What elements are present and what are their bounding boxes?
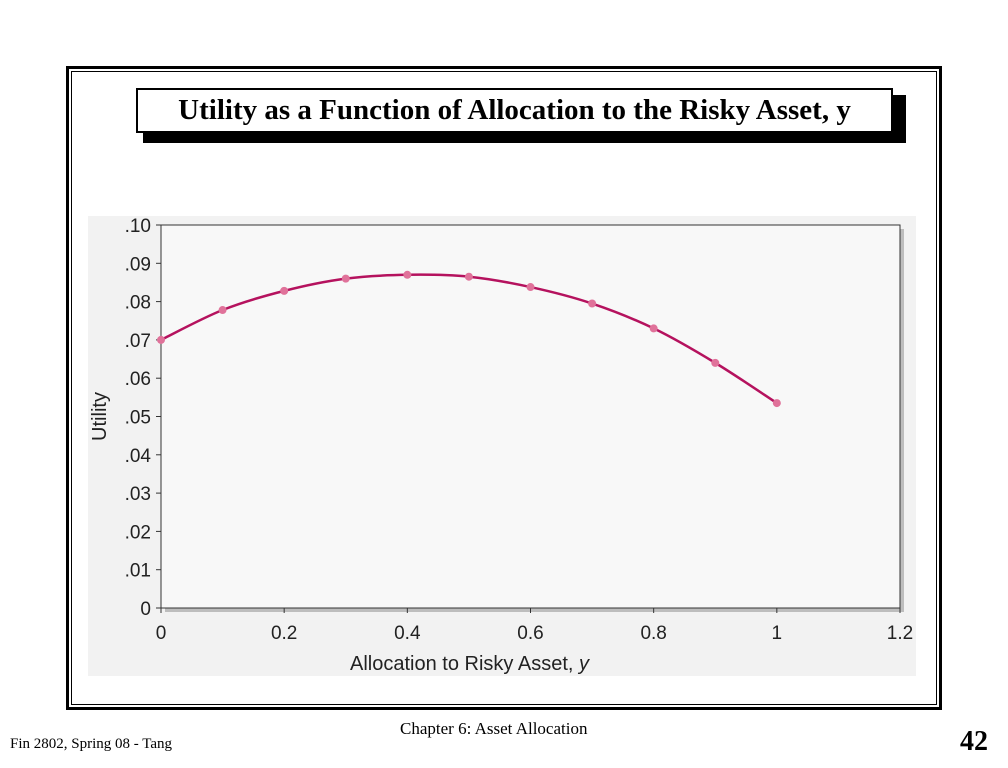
page-number: 42	[960, 726, 988, 757]
y-tick-label: .02	[125, 522, 151, 543]
data-point	[649, 324, 658, 333]
footer-course: Fin 2802, Spring 08 - Tang	[10, 736, 173, 752]
y-axis-label: Utility	[89, 392, 111, 441]
y-tick-label: .10	[125, 216, 151, 237]
y-tick-label: .08	[125, 293, 151, 314]
y-tick-label: .01	[125, 561, 151, 582]
y-tick-label: .09	[125, 254, 151, 275]
x-axis-label: Allocation to Risky Asset, y	[350, 653, 590, 675]
data-point	[526, 283, 535, 292]
x-tick-label: 1.2	[887, 623, 913, 644]
data-point	[464, 272, 473, 281]
data-point	[341, 274, 350, 283]
x-tick-label: 0.2	[271, 623, 297, 644]
data-point	[588, 299, 597, 308]
y-tick-label: 0	[140, 599, 151, 620]
data-point	[403, 270, 412, 279]
y-tick-label: .04	[125, 446, 152, 467]
data-point	[711, 358, 720, 367]
x-tick-label: 0	[156, 623, 167, 644]
y-tick-label: .06	[125, 369, 151, 390]
slide-title: Utility as a Function of Allocation to t…	[136, 88, 893, 133]
y-tick-label: .05	[125, 408, 151, 429]
plot-area	[160, 224, 901, 609]
data-point	[157, 335, 165, 344]
x-tick-label: 1	[772, 623, 783, 644]
data-point	[772, 399, 781, 408]
data-point	[280, 286, 289, 295]
x-tick-label: 0.4	[394, 623, 421, 644]
x-tick-label: 0.8	[640, 623, 666, 644]
footer-chapter: Chapter 6: Asset Allocation	[400, 719, 588, 738]
y-tick-label: .07	[125, 331, 151, 352]
x-tick-label: 0.6	[517, 623, 543, 644]
y-tick-label: .03	[125, 484, 151, 505]
slide-frame-inner	[71, 71, 937, 705]
data-point	[218, 306, 227, 315]
slide-frame-outer	[66, 66, 942, 710]
